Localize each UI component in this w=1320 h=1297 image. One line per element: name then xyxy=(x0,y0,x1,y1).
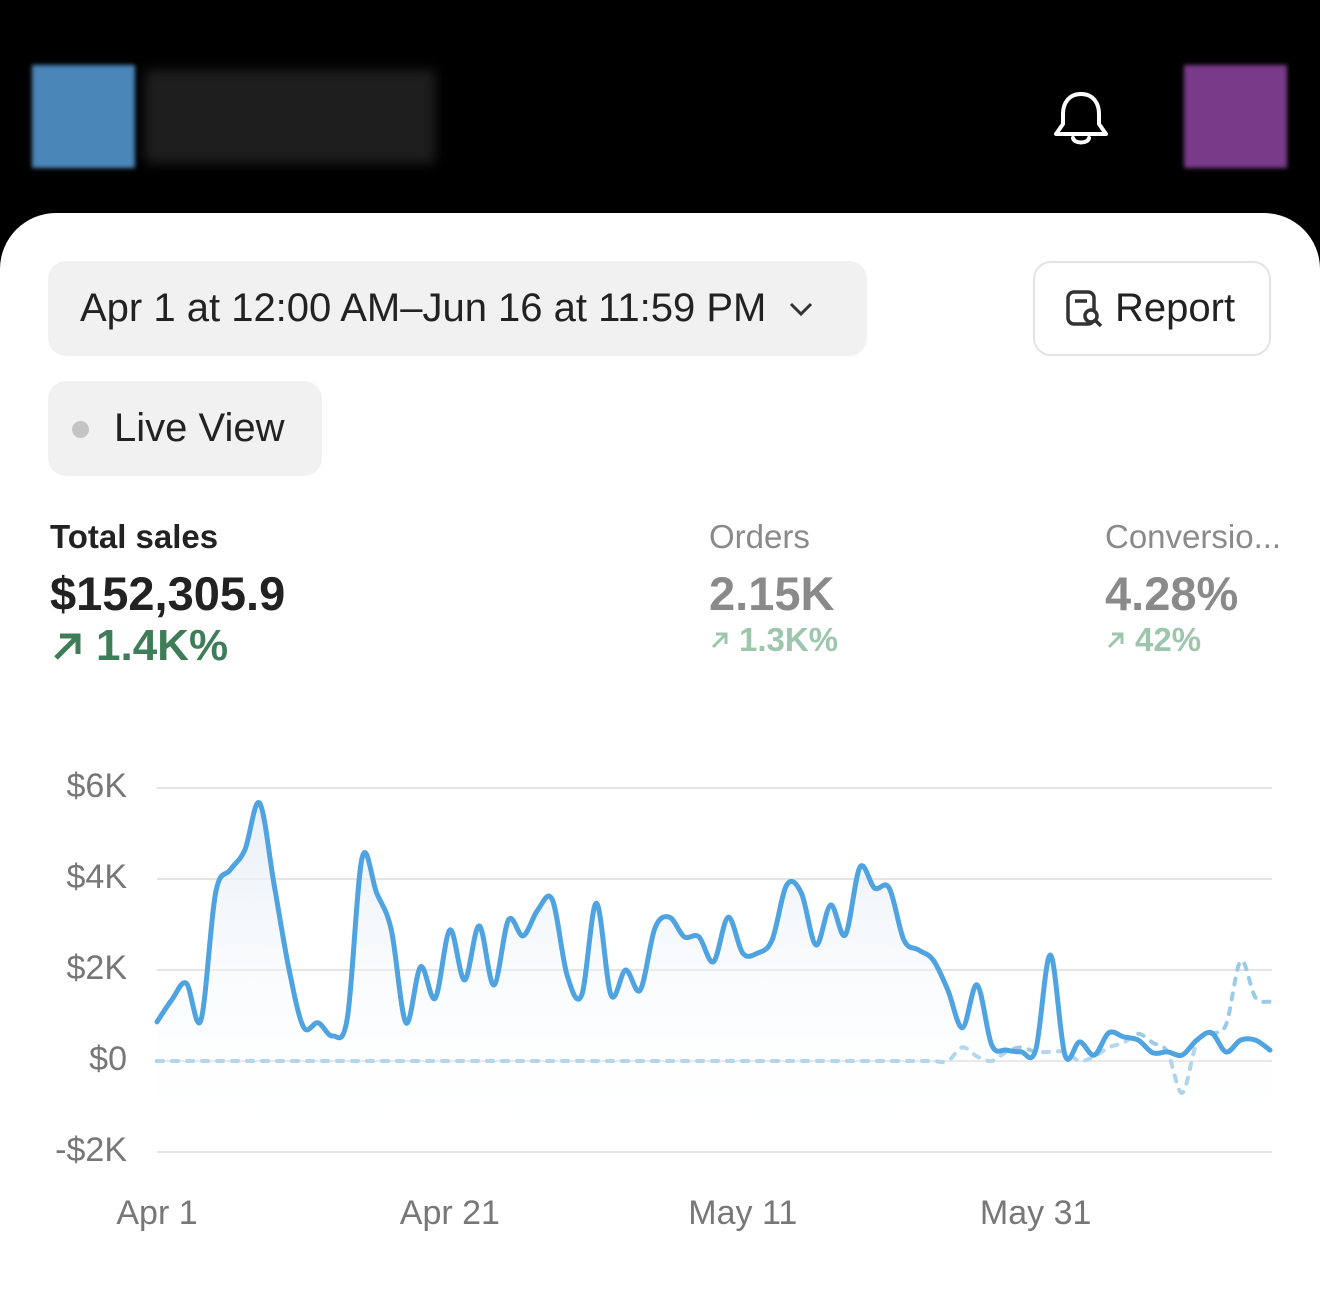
metric-conversion[interactable]: Conversio... 4.28% 42% xyxy=(1105,518,1281,659)
y-tick-label: $4K xyxy=(67,858,128,896)
y-tick-label: $2K xyxy=(67,949,128,987)
date-range-text: Apr 1 at 12:00 AM–Jun 16 at 11:59 PM xyxy=(80,286,767,330)
metric-value: $152,305.9 xyxy=(50,567,286,620)
store-avatar[interactable] xyxy=(32,65,135,168)
report-icon xyxy=(1066,290,1103,328)
notification-bell[interactable] xyxy=(1050,88,1112,150)
up-arrow xyxy=(711,632,728,649)
area xyxy=(157,802,1270,1152)
metric-label: Conversio... xyxy=(1105,518,1282,555)
metric-label: Orders xyxy=(709,518,810,555)
metric-change-row: 42% xyxy=(1105,621,1281,659)
live-dot xyxy=(72,421,89,438)
sales-line xyxy=(154,800,1273,1062)
top-bar xyxy=(0,0,1320,240)
metric-change-row: 1.4K% xyxy=(50,621,285,671)
y-tick-label: -$2K xyxy=(55,1131,127,1169)
metric-value: 4.28% xyxy=(1105,567,1239,620)
x-tick-label: Apr 1 xyxy=(116,1194,197,1232)
report-button[interactable]: Report xyxy=(1033,261,1271,356)
metric-value: 2.15K xyxy=(709,567,835,620)
live-view-button[interactable]: Live View xyxy=(48,381,322,476)
report-text: Report xyxy=(1115,286,1236,330)
x-tick-label: May 31 xyxy=(980,1194,1092,1232)
metric-change: 42% xyxy=(1135,621,1202,658)
metric-orders[interactable]: Orders 2.15K 1.3K% xyxy=(709,518,838,659)
metric-total-sales[interactable]: Total sales $152,305.9 1.4K% xyxy=(50,518,285,671)
chevron xyxy=(790,302,813,316)
metric-change: 1.3K% xyxy=(739,621,839,658)
y-tick-label: $0 xyxy=(89,1040,127,1078)
up-arrow xyxy=(1107,632,1124,649)
y-tick-label: $6K xyxy=(67,767,128,805)
user-avatar[interactable] xyxy=(1184,65,1287,168)
metric-change-row: 1.3K% xyxy=(709,621,838,659)
metric-change: 1.4K% xyxy=(96,621,229,670)
date-range-picker[interactable]: Apr 1 at 12:00 AM–Jun 16 at 11:59 PM xyxy=(48,261,867,356)
x-tick-label: May 11 xyxy=(688,1194,797,1232)
up-arrow xyxy=(54,633,81,660)
store-name-redacted xyxy=(145,70,435,163)
live-view-text: Live View xyxy=(114,406,285,450)
x-tick-label: Apr 21 xyxy=(400,1194,500,1232)
metric-label: Total sales xyxy=(50,518,219,555)
